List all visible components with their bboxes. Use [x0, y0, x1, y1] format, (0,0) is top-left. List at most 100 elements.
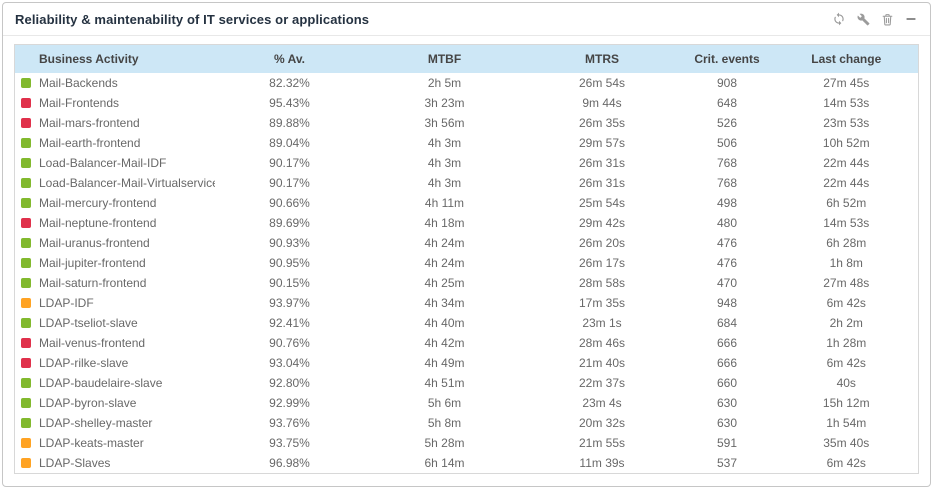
availability-value: 93.97%	[269, 296, 310, 310]
mtrs-value: 22m 37s	[578, 376, 626, 390]
mtrs-value: 21m 40s	[578, 356, 626, 370]
crit-events-value: 498	[716, 196, 738, 210]
business-activity-cell: Mail-uranus-frontend	[15, 233, 215, 253]
table-row: Load-Balancer-Mail-IDF 90.17% 4h 3m 26m 31s…	[15, 153, 919, 173]
availability-value: 90.15%	[269, 276, 310, 290]
business-activity-cell: LDAP-shelley-master	[15, 413, 215, 433]
trash-icon[interactable]	[880, 12, 894, 26]
availability-value: 89.88%	[269, 116, 310, 130]
business-activity-label: Mail-mercury-frontend	[39, 196, 157, 210]
minimize-icon[interactable]	[904, 12, 918, 26]
mtrs-value: 17m 35s	[578, 296, 626, 310]
mtbf-value: 4h 51m	[424, 376, 465, 390]
mtbf-value: 5h 6m	[427, 396, 462, 410]
last-change-value: 1h 28m	[826, 336, 867, 350]
mtrs-value: 29m 42s	[578, 216, 626, 230]
mtbf-value: 5h 8m	[427, 416, 462, 430]
mtbf-value: 4h 11m	[424, 196, 465, 210]
mtbf-value: 4h 18m	[424, 216, 465, 230]
crit-events-value: 768	[716, 156, 738, 170]
column-header-mtrs: MTRS	[524, 44, 680, 73]
availability-value: 92.41%	[269, 316, 310, 330]
table-row: Mail-earth-frontend 89.04% 4h 3m 29m 57s 506…	[15, 133, 919, 153]
status-green-square	[21, 198, 31, 208]
crit-events-value: 630	[716, 416, 738, 430]
crit-events-value: 591	[716, 436, 738, 450]
last-change-value: 2h 2m	[829, 316, 863, 330]
last-change-value: 14m 53s	[823, 216, 870, 230]
last-change-value: 6m 42s	[826, 296, 866, 310]
last-change-value: 22m 44s	[823, 156, 870, 170]
business-activity-cell: LDAP-baudelaire-slave	[15, 373, 215, 393]
status-red-square	[21, 338, 31, 348]
status-green-square	[21, 258, 31, 268]
table-row: Mail-mars-frontend 89.88% 3h 56m 26m 35s 526…	[15, 113, 919, 133]
refresh-icon[interactable]	[832, 12, 846, 26]
last-change-value: 15h 12m	[822, 396, 870, 410]
table-row: Mail-venus-frontend 90.76% 4h 42m 28m 46s 66…	[15, 333, 919, 353]
status-green-square	[21, 318, 31, 328]
mtbf-value: 4h 25m	[424, 276, 465, 290]
mtbf-value: 3h 23m	[424, 96, 465, 110]
business-activity-label: LDAP-IDF	[39, 296, 94, 310]
last-change-value: 6h 52m	[826, 196, 867, 210]
last-change-value: 10h 52m	[822, 136, 870, 150]
business-activity-cell: LDAP-rilke-slave	[15, 353, 215, 373]
business-activity-cell: Mail-earth-frontend	[15, 133, 215, 153]
table-row: LDAP-keats-master 93.75% 5h 28m 21m 55s 591 3…	[15, 433, 919, 453]
business-activity-label: Mail-earth-frontend	[39, 136, 141, 150]
mtrs-value: 26m 17s	[578, 256, 626, 270]
business-activity-cell: Mail-jupiter-frontend	[15, 253, 215, 273]
mtrs-value: 26m 31s	[578, 156, 626, 170]
availability-value: 89.69%	[269, 216, 310, 230]
status-orange-square	[21, 298, 31, 308]
crit-events-value: 948	[716, 296, 738, 310]
crit-events-value: 666	[716, 356, 738, 370]
availability-value: 90.66%	[269, 196, 310, 210]
reliability-table: Business Activity % Av. MTBF MTRS Crit. …	[14, 44, 919, 474]
crit-events-value: 630	[716, 396, 738, 410]
column-header-business-activity: Business Activity	[14, 44, 215, 73]
business-activity-label: Mail-Backends	[39, 76, 118, 90]
mtbf-value: 4h 3m	[427, 136, 462, 150]
mtbf-value: 4h 40m	[424, 316, 465, 330]
business-activity-cell: Load-Balancer-Mail-IDF	[15, 153, 215, 173]
crit-events-value: 648	[716, 96, 738, 110]
business-activity-cell: LDAP-IDF	[15, 293, 215, 313]
business-activity-label: Mail-Frontends	[39, 96, 120, 110]
last-change-value: 27m 45s	[823, 76, 870, 90]
status-green-square	[21, 78, 31, 88]
crit-events-value: 506	[716, 136, 738, 150]
business-activity-label: LDAP-Slaves	[39, 456, 111, 470]
status-green-square	[21, 178, 31, 188]
table-row: LDAP-rilke-slave 93.04% 4h 49m 21m 40s 666 6m…	[15, 353, 919, 373]
status-red-square	[21, 118, 31, 128]
status-green-square	[21, 238, 31, 248]
column-header-availability: % Av.	[214, 44, 365, 73]
table-row: LDAP-Slaves 96.98% 6h 14m 11m 39s 537 6m 42s	[15, 453, 919, 474]
mtrs-value: 20m 32s	[578, 416, 626, 430]
business-activity-label: LDAP-byron-slave	[39, 396, 137, 410]
mtbf-value: 4h 3m	[427, 176, 462, 190]
business-activity-cell: LDAP-tseliot-slave	[15, 313, 215, 333]
business-activity-label: Mail-neptune-frontend	[39, 216, 157, 230]
wrench-icon[interactable]	[856, 12, 870, 26]
business-activity-cell: LDAP-Slaves	[15, 453, 215, 474]
last-change-value: 6m 42s	[826, 356, 866, 370]
crit-events-value: 537	[716, 456, 738, 470]
table-body: Mail-Backends 82.32% 2h 5m 26m 54s 908 27m 45…	[15, 73, 919, 474]
table-header-row: Business Activity % Av. MTBF MTRS Crit. …	[14, 44, 919, 73]
table-row: LDAP-baudelaire-slave 92.80% 4h 51m 22m 37s…	[15, 373, 919, 393]
panel-header: Reliability & maintenability of IT servi…	[3, 3, 930, 36]
business-activity-cell: LDAP-keats-master	[15, 433, 215, 453]
table-container: Business Activity % Av. MTBF MTRS Crit. …	[14, 44, 919, 474]
mtbf-value: 4h 3m	[427, 156, 462, 170]
crit-events-value: 476	[716, 236, 738, 250]
business-activity-label: Mail-jupiter-frontend	[39, 256, 146, 270]
mtrs-value: 11m 39s	[579, 456, 625, 470]
last-change-value: 6m 42s	[826, 456, 866, 470]
status-red-square	[21, 98, 31, 108]
business-activity-label: Mail-venus-frontend	[39, 336, 146, 350]
mtrs-value: 26m 20s	[578, 236, 626, 250]
